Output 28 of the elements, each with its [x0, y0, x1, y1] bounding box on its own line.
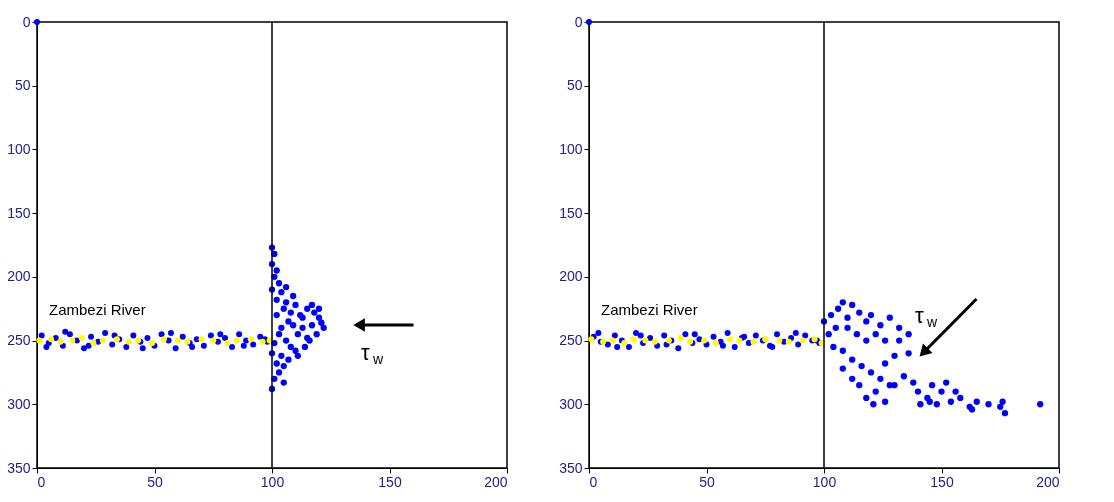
y-tick-label: 50 — [566, 77, 583, 94]
y-tick-label: 250 — [7, 332, 31, 349]
y-tick-label: 350 — [559, 459, 583, 476]
x-tick-label: 150 — [930, 473, 954, 490]
x-tick-label: 0 — [589, 473, 598, 490]
y-tick-label: 100 — [559, 140, 583, 157]
y-tick-label: 0 — [22, 13, 31, 30]
x-tick-label: 50 — [699, 473, 715, 490]
annotation: Zambezi River — [601, 300, 698, 318]
y-tick-label: 300 — [559, 395, 583, 412]
x-tick-label: 50 — [147, 473, 163, 490]
x-tick-label: 0 — [37, 473, 46, 490]
x-tick-label: 100 — [260, 473, 285, 490]
x-tick-label: 200 — [1036, 473, 1060, 490]
y-tick-label: 350 — [7, 459, 31, 476]
annotation: Zambezi River — [49, 300, 146, 318]
y-tick-label: 150 — [7, 204, 31, 221]
x-tick-label: 150 — [378, 473, 402, 490]
y-tick-label: 200 — [7, 268, 31, 285]
x-tick-label: 100 — [812, 473, 837, 490]
y-tick-label: 150 — [559, 204, 583, 221]
y-tick-label: 200 — [559, 268, 583, 285]
y-tick-label: 0 — [574, 13, 583, 30]
y-tick-label: 100 — [7, 140, 31, 157]
y-tick-label: 50 — [14, 77, 31, 94]
y-tick-label: 250 — [559, 332, 583, 349]
y-tick-label: 300 — [7, 395, 31, 412]
x-tick-label: 200 — [484, 473, 508, 490]
